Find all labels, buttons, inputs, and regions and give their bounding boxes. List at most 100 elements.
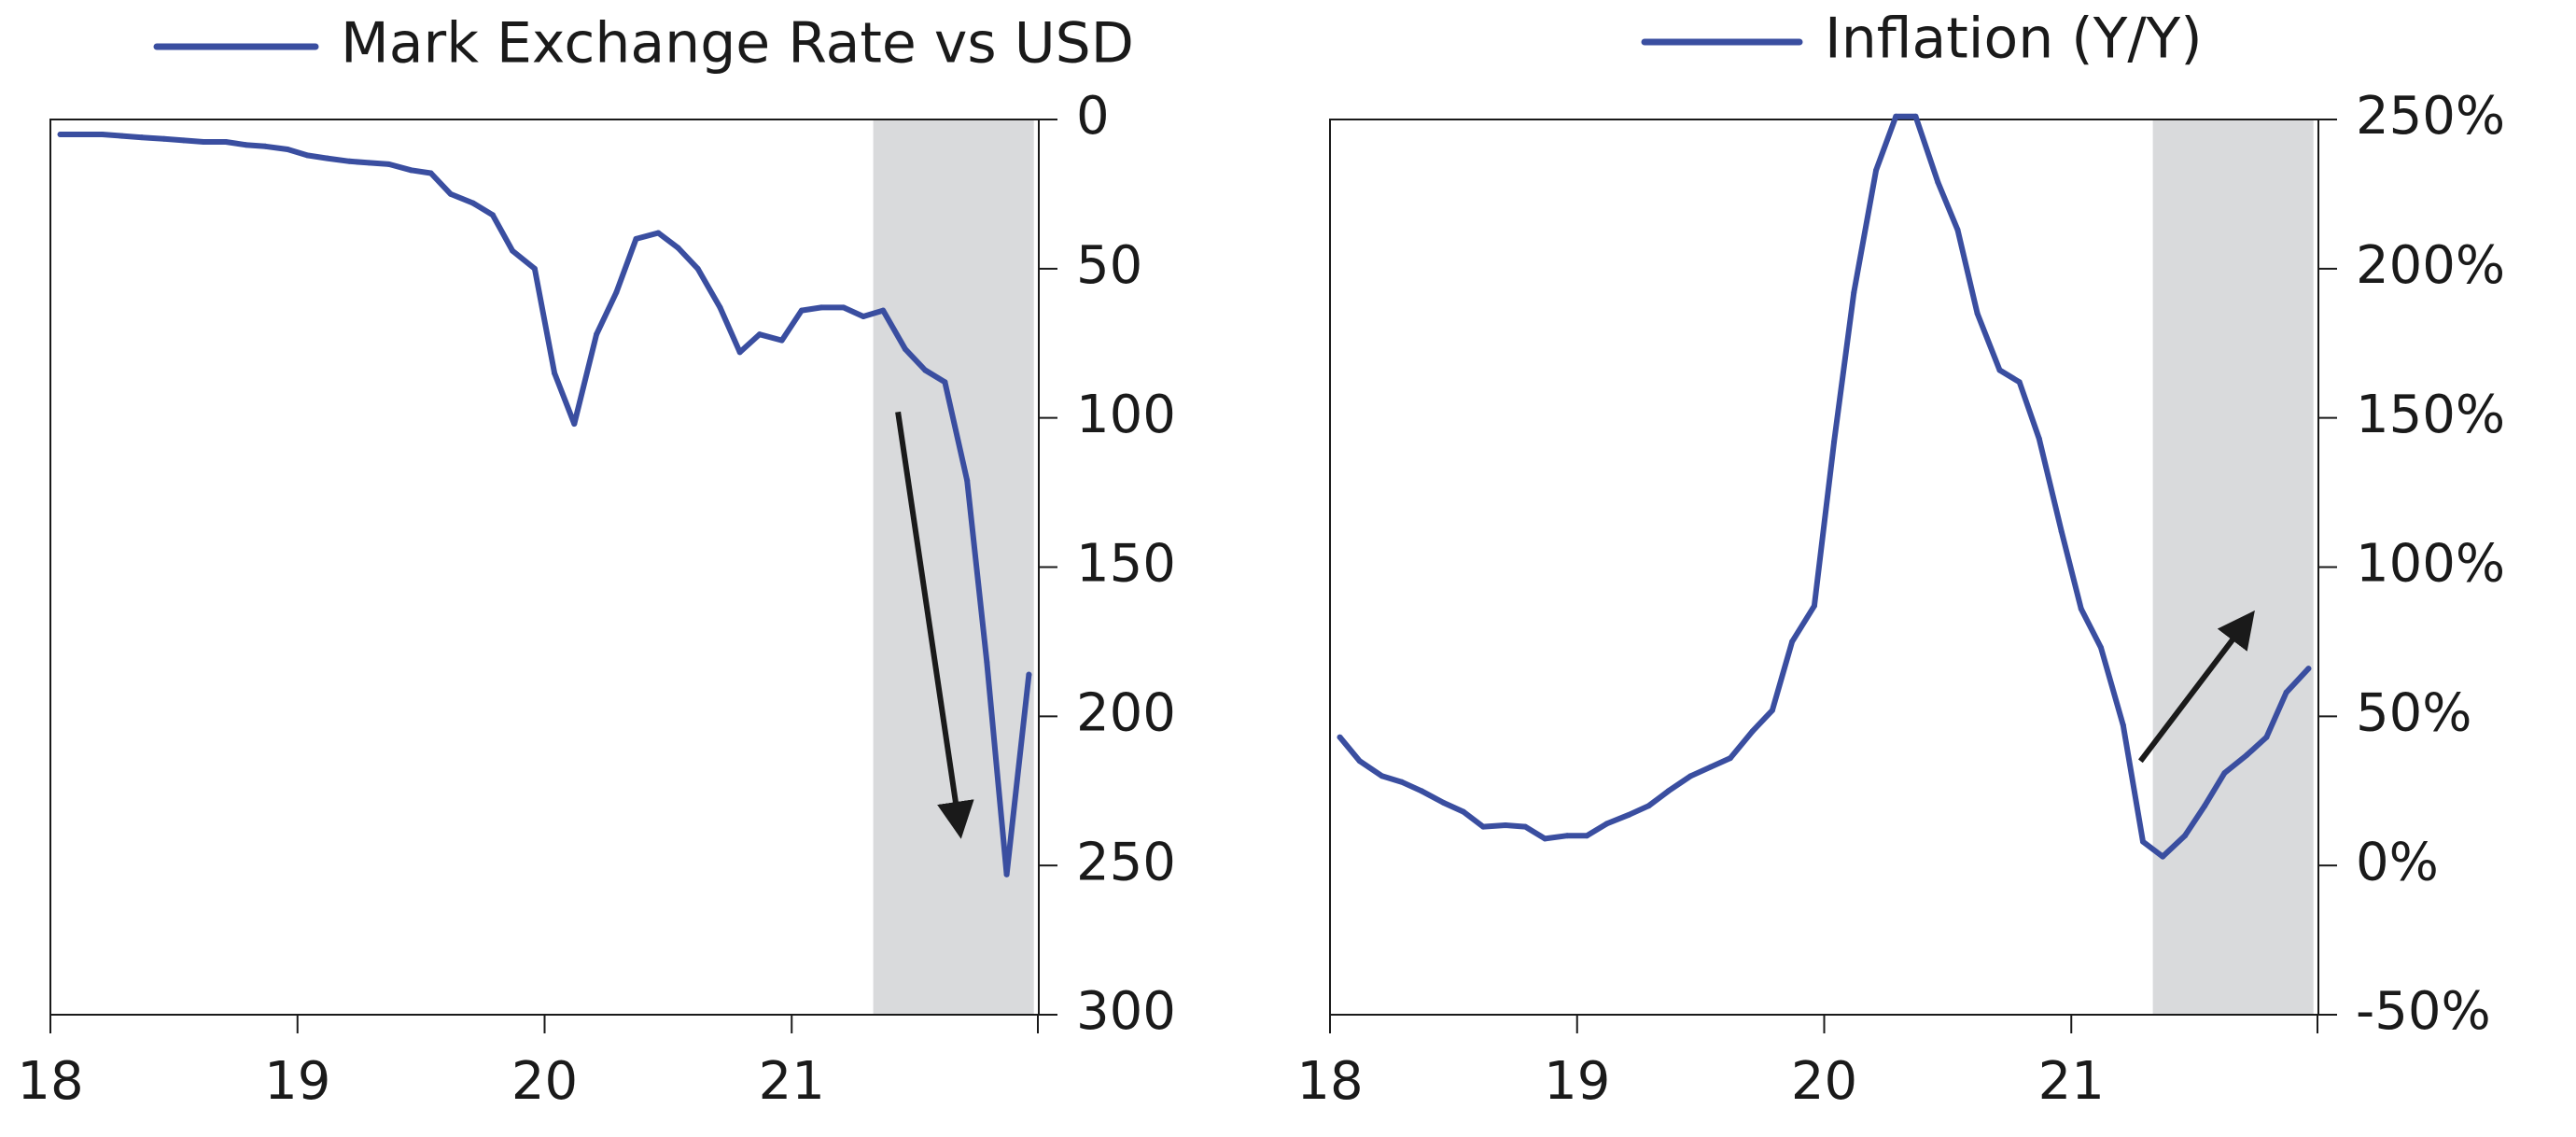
y-tick-label: 100%: [2356, 534, 2505, 595]
chart-panel-2: -50% 0% 50% 100% 150% 200% 250% 18 19 20 21 Inflati…: [1296, 7, 2505, 1112]
data-point: [2244, 751, 2250, 758]
x-tick-label: 20: [511, 1051, 578, 1112]
data-point: [1749, 728, 1756, 735]
data-point: [346, 158, 353, 164]
data-point: [1811, 603, 1817, 610]
data-point: [594, 331, 600, 338]
data-point: [571, 421, 578, 428]
data-point: [903, 346, 909, 353]
data-point: [819, 304, 825, 311]
data-point: [675, 245, 681, 251]
data-point: [77, 131, 83, 137]
data-point: [880, 307, 887, 314]
y-tick-label: 0: [1076, 86, 1110, 147]
data-point: [489, 212, 496, 218]
data-point: [694, 265, 701, 272]
data-point: [2263, 734, 2270, 740]
data-point: [1851, 289, 1857, 296]
data-point: [1912, 113, 1919, 119]
data-point: [2160, 853, 2166, 860]
data-point: [2078, 606, 2084, 612]
trend-arrow: [2137, 610, 2255, 764]
trend-arrow: [895, 411, 974, 839]
data-point: [1398, 779, 1405, 785]
x-tick-label: 19: [1544, 1051, 1610, 1112]
data-point: [2283, 689, 2289, 695]
y-tick-label: 100: [1076, 385, 1176, 445]
data-point: [942, 379, 948, 386]
data-point: [736, 349, 743, 356]
data-point: [1707, 764, 1714, 770]
y-tick-label: 200%: [2356, 235, 2505, 296]
data-point: [1480, 823, 1487, 830]
data-point: [138, 134, 145, 141]
data-point: [1003, 871, 1010, 877]
data-point: [717, 304, 723, 311]
data-point: [2098, 644, 2105, 651]
data-point: [1727, 755, 1733, 762]
data-point: [262, 143, 269, 149]
y-tick-label: 0%: [2356, 832, 2439, 892]
data-point: [756, 331, 763, 338]
data-point: [161, 135, 167, 142]
data-point: [1935, 179, 1941, 186]
x-tick-label: 18: [17, 1051, 83, 1112]
data-point: [2140, 838, 2147, 845]
legend-label: Mark Exchange Rate vs USD: [341, 11, 1134, 77]
data-point: [1418, 788, 1424, 794]
y-tick-label: -50%: [2356, 981, 2491, 1042]
data-point: [1542, 835, 1548, 842]
data-point: [1502, 822, 1508, 829]
data-point: [119, 133, 125, 139]
data-point: [2182, 833, 2189, 839]
data-point: [655, 230, 662, 236]
data-point: [2036, 436, 2042, 442]
y-tick-label: 150: [1076, 534, 1176, 595]
data-point: [222, 138, 229, 145]
data-point: [798, 307, 805, 314]
data-point: [1893, 113, 1899, 119]
data-point: [447, 190, 454, 197]
y-tick-label: 250%: [2356, 86, 2505, 147]
y-tick-label: 200: [1076, 682, 1176, 743]
chart-panel-1: 0 50 100 150 200 250 300 18 19 20 21 Mark Exchange …: [17, 11, 1176, 1112]
data-point: [840, 304, 847, 311]
y-tick-label: 250: [1076, 832, 1176, 892]
y-tick-label: 300: [1076, 981, 1176, 1042]
series-line: [57, 132, 1032, 877]
data-point: [1356, 758, 1363, 765]
data-point: [1645, 803, 1652, 809]
legend-label: Inflation (Y/Y): [1825, 7, 2203, 72]
x-tick-label: 19: [264, 1051, 330, 1112]
data-point: [1974, 310, 1981, 316]
series-line: [1337, 113, 2312, 860]
data-point: [2016, 379, 2023, 386]
data-point: [2120, 722, 2126, 728]
data-point: [1769, 707, 1775, 713]
x-tick-label: 18: [1296, 1051, 1363, 1112]
data-point: [366, 160, 372, 166]
x-tick-label: 21: [2038, 1051, 2105, 1112]
data-point: [1337, 734, 1343, 740]
data-point: [1996, 367, 2003, 373]
data-point: [510, 247, 516, 254]
data-point: [1626, 811, 1632, 818]
data-point: [180, 137, 187, 144]
data-point: [385, 161, 392, 167]
data-point: [1954, 227, 1961, 233]
data-point: [1379, 773, 1385, 779]
data-point: [552, 370, 558, 376]
data-point: [1873, 167, 1880, 174]
data-point: [1789, 639, 1796, 645]
data-point: [1584, 833, 1590, 839]
data-point: [1603, 821, 1610, 827]
y-tick-label: 50: [1076, 235, 1142, 296]
data-point: [57, 131, 63, 137]
data-point: [285, 146, 291, 152]
data-point: [861, 313, 867, 319]
data-point: [1026, 671, 1032, 678]
y-tick-label: 50%: [2356, 682, 2471, 743]
data-point: [531, 265, 538, 272]
